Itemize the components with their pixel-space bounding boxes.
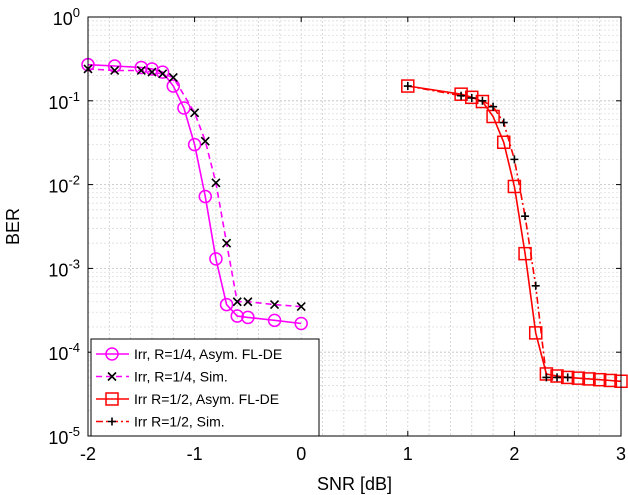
series-2-point	[168, 72, 178, 83]
series-1-point	[187, 137, 202, 152]
grid	[87, 17, 622, 437]
y-tick-label: 10-1	[48, 89, 80, 113]
series-1-point	[198, 189, 213, 204]
series-1-point	[134, 60, 149, 75]
series-3-point	[592, 372, 607, 387]
series-4-point	[403, 82, 412, 91]
legend-marker-3	[105, 392, 119, 406]
series-3-point	[582, 372, 596, 386]
series-2-point	[296, 302, 306, 312]
y-axis-label: BER	[3, 208, 23, 245]
y-tick-label: 100	[53, 5, 80, 29]
tick-labels: -2 -1 0 1 2 3 100 10-1 10-2 10-3 10-4 10-5	[48, 5, 626, 464]
series-1-point	[209, 252, 223, 266]
x-tick-label: 1	[403, 444, 413, 464]
x-axis-label: SNR [dB]	[317, 474, 392, 494]
series-4-point	[467, 93, 476, 102]
y-tick-label: 10-5	[48, 424, 80, 448]
series-2-line	[87, 68, 302, 308]
series-2-point	[110, 65, 120, 76]
series-2-point	[243, 297, 253, 307]
series-1-point	[177, 101, 191, 115]
series-2-point	[211, 178, 221, 188]
legend-label-1: Irr, R=1/4, Asym. FL-DE	[134, 346, 282, 362]
series-2-point	[200, 136, 210, 146]
series-1-point	[267, 313, 282, 328]
series-4-point	[457, 91, 466, 100]
series-4-point	[478, 96, 487, 105]
series-1-point	[155, 65, 170, 79]
series-group	[81, 57, 628, 389]
series-4-point	[542, 373, 551, 382]
series-3-point	[550, 369, 564, 383]
series-2-point	[232, 297, 242, 307]
x-tick-label: 3	[616, 444, 626, 464]
series-4-point	[563, 373, 572, 382]
series-1-point	[166, 79, 181, 93]
series-3-point	[603, 373, 618, 388]
series-4-point	[553, 373, 562, 382]
legend-label-3: Irr R=1/2, Asym. FL-DE	[134, 391, 279, 407]
series-3-point	[507, 179, 522, 194]
series-2	[83, 64, 306, 312]
legend: Irr, R=1/4, Asym. FL-DE Irr, R=1/4, Sim. I…	[90, 338, 320, 437]
y-tick-label: 10-2	[48, 173, 80, 197]
series-4-point	[521, 212, 530, 221]
series-2-point	[147, 67, 157, 77]
series-1-point	[219, 297, 234, 312]
series-3-point	[401, 79, 415, 93]
legend-marker-1	[105, 347, 119, 361]
plot-area-frame	[87, 16, 622, 437]
series-2-point	[190, 108, 200, 118]
x-tick-label: -1	[187, 444, 203, 464]
legend-label-4: Irr R=1/2, Sim.	[134, 414, 225, 430]
y-tick-label: 10-4	[48, 340, 80, 364]
legend-marker-4	[108, 417, 116, 426]
series-4-point	[489, 102, 498, 111]
legend-label-2: Irr, R=1/4, Sim.	[134, 369, 228, 385]
series-3-point	[475, 94, 490, 109]
series-1-point	[294, 316, 308, 331]
series-1-point	[230, 309, 244, 323]
series-2-point	[222, 238, 232, 248]
x-tick-label: -2	[80, 444, 96, 464]
legend-marker-2	[107, 371, 117, 382]
series-4-point	[531, 281, 540, 290]
series-1-point	[241, 310, 255, 325]
x-tick-label: 2	[509, 444, 519, 464]
series-2-point	[158, 69, 168, 79]
series-4-point	[499, 118, 508, 127]
series-3-point	[571, 371, 586, 385]
series-4	[403, 82, 572, 382]
series-2-point	[136, 65, 146, 76]
series-4-point	[510, 155, 519, 164]
series-4-line	[407, 85, 568, 379]
series-3-point	[465, 90, 479, 105]
series-2-point	[269, 300, 280, 310]
y-tick-label: 10-3	[48, 256, 80, 280]
series-1-point	[107, 59, 122, 73]
x-tick-label: 0	[296, 444, 306, 464]
legend-box	[90, 338, 320, 437]
series-3-point	[496, 135, 511, 150]
